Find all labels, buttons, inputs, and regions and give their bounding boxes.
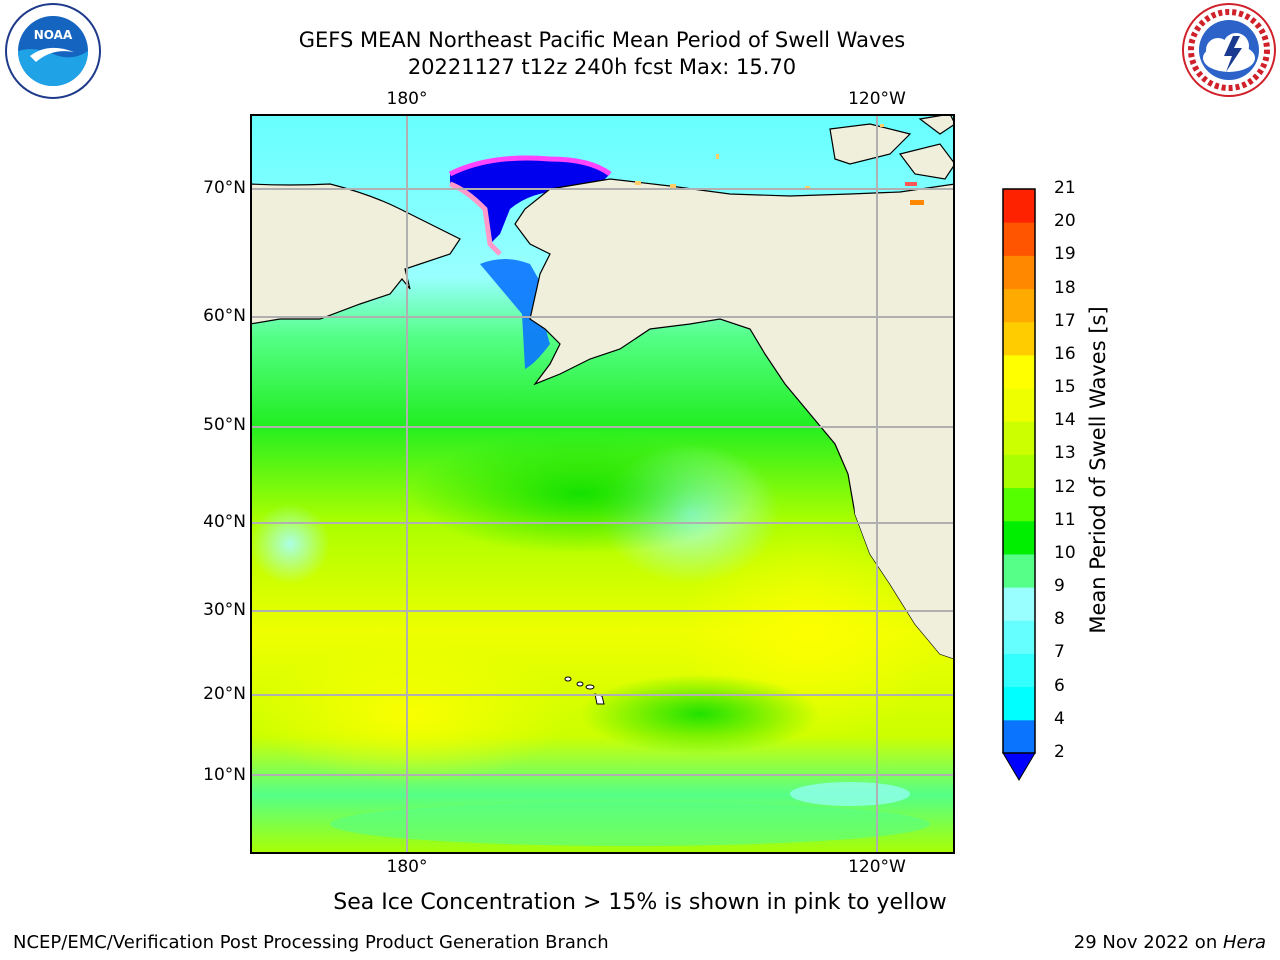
colorbar-swatch (1003, 189, 1035, 223)
footer-date: 29 Nov 2022 on (1073, 932, 1223, 953)
lat-label-70n: 70°N (203, 178, 246, 198)
map-frame (250, 114, 955, 854)
colorbar-swatch (1003, 520, 1035, 555)
colorbar-tick-label: 7 (1054, 642, 1065, 663)
lat-label-10n: 10°N (203, 765, 246, 785)
colorbar-swatch (1003, 620, 1035, 654)
colorbar-tick-label: 21 (1054, 178, 1076, 198)
colorbar-swatch (1003, 454, 1035, 489)
noaa-logo: NOAA (5, 3, 101, 99)
lat-label-40n: 40°N (203, 512, 246, 532)
hawaiian-islands (564, 676, 605, 705)
colorbar-tick-label: 11 (1054, 509, 1076, 530)
colorbar-tick-label: 14 (1054, 410, 1076, 431)
lon-label-bottom-120w: 120°W (848, 857, 906, 877)
colorbar-swatch (1003, 354, 1035, 389)
colorbar-swatch (1003, 587, 1035, 621)
svg-text:NOAA: NOAA (34, 28, 73, 42)
colorbar-swatch (1003, 388, 1035, 422)
colorbar-tick-label: 20 (1054, 211, 1076, 232)
colorbar-tick-label: 2 (1054, 742, 1065, 762)
colorbar-tick-label: 4 (1054, 708, 1065, 729)
colorbar-swatch (1003, 321, 1035, 356)
colorbar-swatch (1003, 719, 1035, 754)
land-alaska-canada (514, 114, 955, 660)
colorbar-swatch (1003, 421, 1035, 455)
colorbar-swatch (1003, 653, 1035, 688)
colorbar-tick-label: 6 (1054, 675, 1065, 696)
colorbar-tick-label: 17 (1054, 310, 1076, 331)
arctic-low-period-region (450, 158, 610, 244)
colorbar-tick-label: 12 (1054, 476, 1076, 497)
colorbar-swatch (1003, 553, 1035, 588)
colorbar-tick-label: 15 (1054, 377, 1076, 398)
lon-label-top-180: 180° (386, 89, 428, 109)
colorbar-title: Mean Period of Swell Waves [s] (1086, 306, 1110, 634)
map-title: GEFS MEAN Northeast Pacific Mean Period … (298, 28, 906, 52)
colorbar-tick-label: 18 (1054, 277, 1076, 298)
colorbar-swatch (1003, 255, 1035, 290)
lat-label-20n: 20°N (203, 684, 246, 704)
colorbar-tick-label: 13 (1054, 443, 1076, 464)
colorbar-tick-label: 10 (1054, 542, 1076, 563)
footer-machine: Hera (1222, 932, 1266, 953)
colorbar-swatch (1003, 288, 1035, 323)
colorbar-swatch (1003, 487, 1035, 522)
lon-label-top-120w: 120°W (848, 89, 906, 109)
map-subtitle: 20221127 t12z 240h fcst Max: 15.70 (407, 55, 797, 79)
colorbar-tick-label: 19 (1054, 244, 1076, 265)
colorbar-extend-arrow (1002, 752, 1036, 781)
graticule (250, 114, 955, 854)
nws-logo (1182, 3, 1276, 97)
lon-label-bottom-180: 180° (386, 857, 428, 877)
footer-right: 29 Nov 2022 on Hera (1074, 932, 1266, 953)
lat-label-30n: 30°N (203, 600, 246, 620)
colorbar (1002, 188, 1036, 781)
colorbar-swatch (1003, 222, 1035, 256)
colorbar-swatch (1003, 686, 1035, 721)
lat-label-50n: 50°N (203, 415, 246, 435)
colorbar-tick-label: 16 (1054, 343, 1076, 364)
footer-left: NCEP/EMC/Verification Post Processing Pr… (13, 932, 609, 953)
sea-ice-note: Sea Ice Concentration > 15% is shown in … (333, 890, 947, 915)
colorbar-tick-label: 9 (1054, 576, 1065, 597)
colorbar-tick-label: 8 (1054, 609, 1065, 630)
lat-label-60n: 60°N (203, 306, 246, 326)
map-panel (250, 114, 955, 854)
